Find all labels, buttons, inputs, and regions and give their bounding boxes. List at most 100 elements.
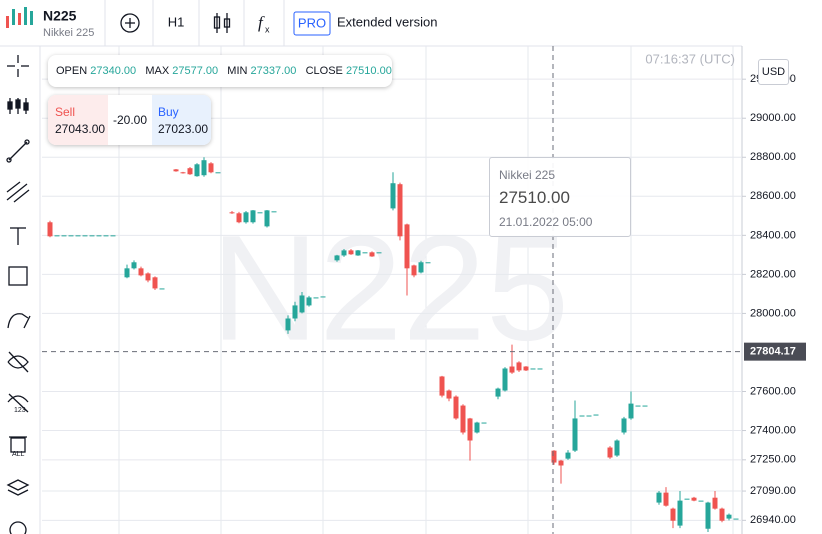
y-tick-label: 27250.00 — [750, 454, 796, 466]
ohlc-label: OPEN — [56, 65, 88, 77]
candle-body — [628, 403, 634, 419]
indicators-button: x — [265, 24, 270, 34]
candle-body — [68, 235, 74, 237]
timeframe[interactable]: H1 — [168, 14, 185, 29]
candle-body — [54, 235, 60, 237]
candle-body — [446, 390, 452, 399]
candle-body — [558, 460, 564, 466]
shape-tool[interactable] — [8, 266, 28, 286]
symbol-name: Nikkei 225 — [43, 27, 94, 39]
icon-label: ALL — [12, 451, 25, 458]
candle-body — [691, 497, 697, 501]
candle-body — [138, 268, 144, 276]
y-tick-label: 28600.00 — [750, 190, 796, 202]
separators — [104, 0, 285, 46]
candle-body — [159, 288, 165, 290]
fib-tool[interactable] — [6, 181, 30, 203]
y-tick-label: 29000.00 — [750, 112, 796, 124]
candle-body — [285, 318, 291, 331]
hide-tool[interactable] — [7, 351, 29, 373]
candle-body — [565, 452, 571, 459]
y-tick-label: 28000.00 — [750, 307, 796, 319]
candle-body — [425, 262, 431, 264]
candle-body — [355, 250, 361, 256]
candle-body — [411, 265, 417, 276]
candle-body — [621, 418, 627, 433]
crosshair-price-label: 27804.17 — [750, 346, 796, 358]
candle-body — [257, 212, 263, 214]
buy-price: 27023.00 — [158, 122, 209, 136]
tooltip: Nikkei 225 27510.00 21.01.2022 05:00 — [489, 157, 631, 237]
candle-body — [250, 210, 256, 223]
candle-body — [726, 514, 732, 519]
candle-body — [96, 235, 102, 237]
trendline-tool[interactable] — [6, 139, 30, 163]
vertical-grid — [118, 46, 734, 534]
candles-tool[interactable] — [7, 98, 29, 114]
candle-body — [341, 250, 347, 256]
candle-body — [642, 405, 648, 407]
candle-body — [131, 262, 137, 269]
y-tick-label: 28800.00 — [750, 151, 796, 163]
settings-tool[interactable] — [9, 521, 27, 534]
y-tick-label: 27090.00 — [750, 485, 796, 497]
tooltip-date: 21.01.2022 05:00 — [499, 215, 593, 229]
candle-body — [208, 163, 214, 173]
candle-body — [467, 418, 473, 441]
pro-badge[interactable] — [293, 11, 331, 36]
sell-price: 27043.00 — [55, 122, 106, 136]
text-tool[interactable] — [10, 227, 26, 245]
hide-levels-tool[interactable] — [7, 393, 29, 413]
candle-body — [124, 268, 130, 278]
candle-body — [180, 172, 186, 174]
candle-body — [712, 497, 718, 509]
candle-body — [47, 222, 53, 237]
candle-body — [418, 262, 424, 273]
y-tick-label: 27600.00 — [750, 385, 796, 397]
candle-body — [481, 422, 487, 424]
candle-body — [201, 160, 207, 176]
sell-button[interactable]: Sell 27043.00 — [48, 95, 108, 145]
ohlc-value: 27577.00 — [172, 65, 219, 77]
candle-body — [320, 296, 326, 298]
brush-tool[interactable] — [7, 313, 31, 329]
symbol[interactable]: N225 — [43, 8, 77, 24]
left-toolbar — [6, 55, 31, 534]
pro-badge-text[interactable]: PRO — [298, 15, 326, 30]
buy-button[interactable]: Buy 27023.00 — [152, 95, 211, 145]
candle-body — [495, 388, 501, 397]
candle-body — [586, 415, 592, 417]
trade-panel: Sell 27043.00 -20.00 Buy 27023.00 — [48, 95, 211, 145]
tooltip-price: 27510.00 — [499, 188, 570, 207]
candle-body — [89, 235, 95, 237]
delete-tool[interactable] — [9, 436, 27, 453]
candle-body — [306, 297, 312, 306]
layers-tool[interactable] — [6, 479, 30, 496]
pro-text[interactable]: Extended version — [337, 14, 437, 29]
candle-body — [663, 492, 669, 506]
spread: -20.00 — [112, 113, 148, 127]
chart-type-button[interactable] — [213, 13, 231, 33]
sell-label: Sell — [55, 105, 76, 119]
currency-button[interactable]: USD — [758, 59, 789, 85]
y-tick-label: 28200.00 — [750, 268, 796, 280]
buy-label: Buy — [158, 105, 179, 119]
compare-button[interactable] — [120, 13, 140, 33]
clock: 07:16:37 (UTC) — [645, 51, 735, 66]
candle-body — [236, 213, 242, 223]
ohlc-label: MIN — [227, 65, 248, 77]
candle-body — [152, 277, 158, 289]
candle-body — [460, 405, 466, 433]
candle-body — [516, 362, 522, 371]
candle-body — [75, 235, 81, 237]
candle-body — [607, 447, 613, 458]
candle-body — [271, 211, 277, 213]
ohlc-label: MAX — [145, 65, 170, 77]
candle-body — [579, 415, 585, 417]
candle-body — [572, 418, 578, 451]
candle-body — [698, 500, 704, 502]
crosshair-tool[interactable] — [7, 55, 29, 77]
indicators-button[interactable]: f — [258, 13, 265, 32]
candle-body — [614, 440, 620, 456]
